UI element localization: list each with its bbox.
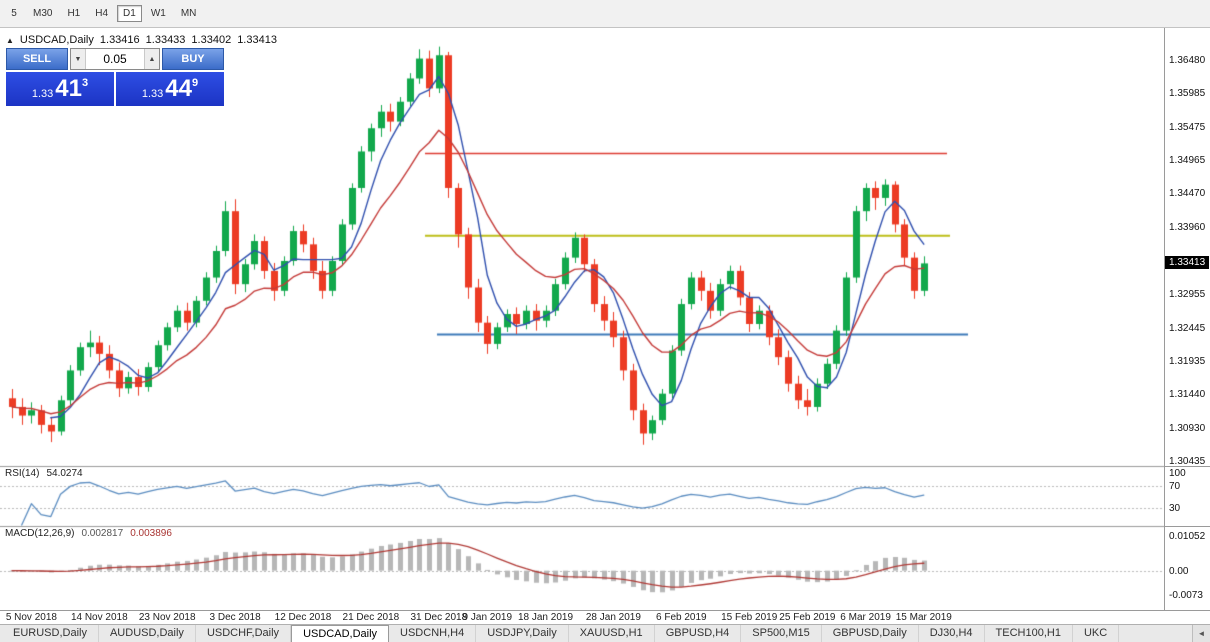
- timeframe-button-h1[interactable]: H1: [67, 8, 81, 19]
- date-tick-label: 15 Feb 2019: [721, 612, 778, 623]
- timeframe-button-w1[interactable]: W1: [150, 8, 166, 19]
- price-scale-label: 1.34965: [1169, 155, 1206, 167]
- buy-price-display[interactable]: 1.33 44 9: [116, 72, 224, 106]
- volume-down-button[interactable]: ▼: [71, 49, 86, 69]
- date-tick-label: 5 Nov 2018: [5, 612, 57, 623]
- date-tick-label: 14 Nov 2018: [70, 612, 128, 623]
- tab-usdchf-daily[interactable]: USDCHF,Daily: [196, 625, 292, 642]
- tab-eurusd-daily[interactable]: EURUSD,Daily: [2, 625, 99, 642]
- current-price-badge: 1.33413: [1165, 256, 1209, 270]
- ohlc-low: 1.33402: [191, 34, 232, 46]
- panel-separator: [1165, 466, 1210, 467]
- tab-dj30-h4[interactable]: DJ30,H4: [919, 625, 985, 642]
- rsi-scale-label: 70: [1169, 480, 1181, 492]
- sell-price-pips: 41: [55, 75, 82, 102]
- rsi-label: RSI(14) 54.0274: [5, 468, 83, 479]
- date-tick-label: 6 Mar 2019: [840, 612, 891, 623]
- tab-usdjpy-daily[interactable]: USDJPY,Daily: [476, 625, 569, 642]
- macd-value-main: 0.002817: [81, 528, 124, 539]
- rsi-name: RSI(14): [5, 468, 40, 479]
- timeframe-button-5[interactable]: 5: [11, 8, 17, 19]
- tab-scroll-left-button[interactable]: ◄: [1192, 625, 1210, 642]
- chart-marker-icon: ▲: [6, 35, 14, 45]
- price-scale-label: 1.32445: [1169, 322, 1206, 334]
- sell-price-display[interactable]: 1.33 41 3: [6, 72, 114, 106]
- price-scale-label: 1.30435: [1169, 456, 1206, 467]
- date-tick-label: 12 Dec 2018: [274, 612, 332, 623]
- price-scale-label: 1.30930: [1169, 423, 1206, 435]
- tab-usdcad-daily[interactable]: USDCAD,Daily: [291, 625, 390, 642]
- volume-up-button[interactable]: ▲: [144, 49, 159, 69]
- rsi-scale-label: 100: [1169, 468, 1186, 479]
- price-scale-label: 1.33960: [1169, 222, 1206, 234]
- tab-sp500-m15[interactable]: SP500,M15: [741, 625, 822, 642]
- buy-price-pips: 44: [165, 75, 192, 102]
- date-axis[interactable]: 5 Nov 2018 14 Nov 2018 23 Nov 2018 3 Dec 20…: [0, 610, 1210, 624]
- price-scale-label: 1.36480: [1169, 54, 1206, 66]
- date-tick-label: 23 Nov 2018: [138, 612, 196, 623]
- tab-tech100-h1[interactable]: TECH100,H1: [985, 625, 1073, 642]
- chart-area: ▲ USDCAD,Daily 1.33416 1.33433 1.33402 1…: [0, 28, 1164, 610]
- macd-value-signal: 0.003896: [130, 528, 172, 539]
- ohlc-high: 1.33433: [145, 34, 186, 46]
- tab-gbpusd-h4[interactable]: GBPUSD,H4: [655, 625, 742, 642]
- date-tick-label: 18 Jan 2019: [517, 612, 574, 623]
- date-tick-label: 9 Jan 2019: [462, 612, 513, 623]
- chart-title: ▲ USDCAD,Daily 1.33416 1.33433 1.33402 1…: [6, 34, 277, 46]
- price-scale-label: 1.31935: [1169, 356, 1206, 368]
- tab-ukc[interactable]: UKC: [1073, 625, 1120, 642]
- tab-audusd-daily[interactable]: AUDUSD,Daily: [99, 625, 196, 642]
- tab-gbpusd-daily[interactable]: GBPUSD,Daily: [822, 625, 919, 642]
- scroll-left-icon: ◄: [1197, 629, 1206, 638]
- panel-separator: [1165, 526, 1210, 527]
- date-tick-label: 21 Dec 2018: [342, 612, 400, 623]
- sell-price-prefix: 1.33: [31, 88, 54, 100]
- macd-label: MACD(12,26,9) 0.002817 0.003896: [5, 528, 172, 539]
- macd-scale-label: -0.0073: [1169, 590, 1203, 601]
- price-scale-label: 1.35985: [1169, 87, 1206, 99]
- tab-usdcnh-h4[interactable]: USDCNH,H4: [389, 625, 477, 642]
- chart-tab-bar: EURUSD,Daily AUDUSD,Daily USDCHF,Daily USDC…: [0, 624, 1210, 642]
- price-chart-canvas[interactable]: [0, 28, 1164, 610]
- price-scale[interactable]: 1.36480 1.35985 1.35475 1.34965 1.34470 1.339…: [1164, 28, 1210, 610]
- price-scale-label: 1.32955: [1169, 288, 1206, 300]
- rsi-value: 54.0274: [46, 468, 83, 479]
- chart-window: ▲ USDCAD,Daily 1.33416 1.33433 1.33402 1…: [0, 28, 1210, 610]
- timeframe-button-d1[interactable]: D1: [117, 5, 142, 22]
- macd-name: MACD(12,26,9): [5, 528, 75, 539]
- date-tick-label: 25 Feb 2019: [779, 612, 836, 623]
- date-tick-label: 6 Feb 2019: [655, 612, 707, 623]
- buy-button[interactable]: BUY: [162, 48, 224, 70]
- timeframe-button-mn[interactable]: MN: [180, 8, 197, 19]
- price-scale-label: 1.35475: [1169, 121, 1206, 133]
- date-tick-label: 28 Jan 2019: [585, 612, 641, 623]
- one-click-trading-panel: SELL ▼ 0.05 ▲ BUY 1.33 41 3 1.33 44 9: [6, 48, 224, 106]
- volume-value[interactable]: 0.05: [103, 52, 127, 66]
- date-tick-label: 15 Mar 2019: [895, 612, 952, 623]
- price-scale-label: 1.34470: [1169, 188, 1206, 200]
- chart-symbol-label: USDCAD,Daily: [19, 34, 94, 46]
- rsi-scale-label: 30: [1169, 503, 1181, 515]
- timeframe-button-m30[interactable]: M30: [33, 8, 53, 19]
- buy-price-frac: 9: [192, 77, 199, 89]
- ohlc-open: 1.33416: [99, 34, 140, 46]
- price-scale-label: 1.31440: [1169, 389, 1206, 401]
- timeframe-button-h4[interactable]: H4: [95, 8, 109, 19]
- timeframe-toolbar: 5 M30 H1 H4 D1 W1 MN: [0, 0, 1210, 28]
- macd-scale-label: 0.01052: [1169, 530, 1206, 542]
- ohlc-close: 1.33413: [237, 34, 277, 46]
- volume-stepper[interactable]: ▼ 0.05 ▲: [70, 48, 160, 70]
- macd-scale-label: 0.00: [1169, 565, 1189, 577]
- buy-price-prefix: 1.33: [141, 88, 164, 100]
- sell-button[interactable]: SELL: [6, 48, 68, 70]
- date-tick-label: 31 Dec 2018: [410, 612, 468, 623]
- date-tick-label: 3 Dec 2018: [209, 612, 261, 623]
- sell-price-frac: 3: [82, 77, 89, 89]
- tab-xauusd-h1[interactable]: XAUUSD,H1: [569, 625, 655, 642]
